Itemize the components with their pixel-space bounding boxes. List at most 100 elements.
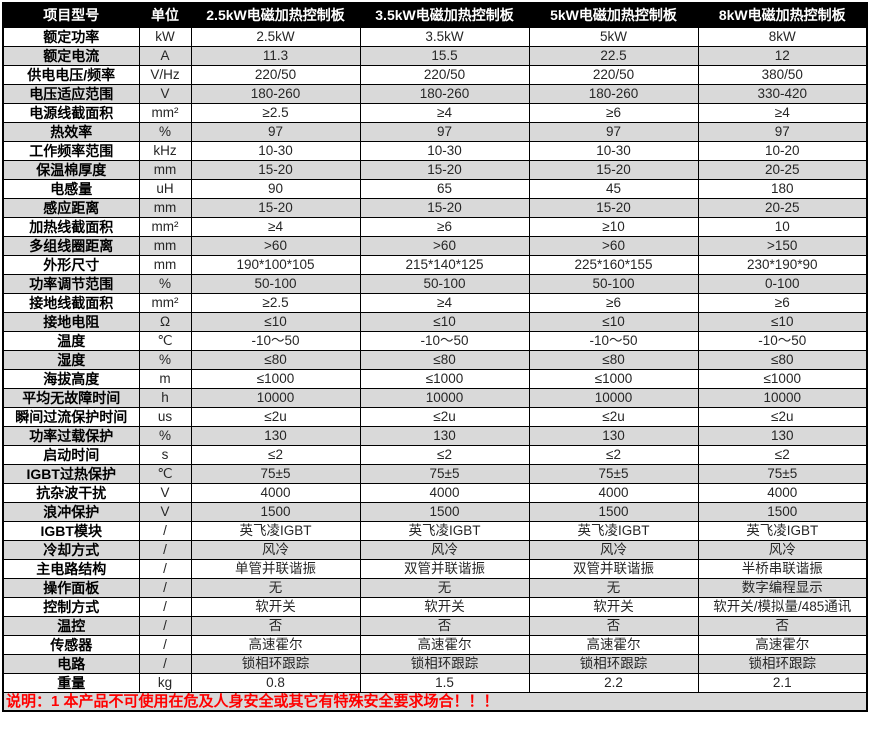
value-cell: 3.5kW	[359, 26, 530, 47]
spec-table: 项目型号 单位 2.5kW电磁加热控制板 3.5kW电磁加热控制板 5kW电磁加…	[2, 2, 868, 712]
value-cell: 8kW	[697, 26, 868, 47]
value-cell: 半桥串联谐振	[697, 558, 868, 579]
value-cell: 225*160*155	[528, 254, 699, 275]
value-cell: 20-25	[697, 197, 868, 218]
value-cell: 180	[697, 178, 868, 199]
table-row: 控制方式 / 软开关 软开关 软开关 软开关/模拟量/485通讯	[2, 596, 868, 617]
value-cell: 双管并联谐振	[528, 558, 699, 579]
value-cell: 50-100	[359, 273, 530, 294]
row-label: 温控	[2, 615, 140, 636]
value-cell: ≤1000	[697, 368, 868, 389]
table-row: 供电电压/频率 V/Hz 220/50 220/50 220/50 380/50	[2, 64, 868, 85]
footer-row: 说明：1 本产品不可使用在危及人身安全或其它有特殊安全要求场合！！！	[2, 691, 868, 712]
table-row: 加热线截面积 mm² ≥4 ≥6 ≥10 10	[2, 216, 868, 237]
row-label: 电感量	[2, 178, 140, 199]
value-cell: 5kW	[528, 26, 699, 47]
value-cell: ≥10	[528, 216, 699, 237]
unit-cell: mm	[138, 254, 192, 275]
unit-cell: /	[138, 596, 192, 617]
table-row: 冷却方式 / 风冷 风冷 风冷 风冷	[2, 539, 868, 560]
table-row: 操作面板 / 无无无数字编程显示	[2, 577, 868, 598]
row-label: 工作频率范围	[2, 140, 140, 161]
value-cell: ≤1000	[190, 368, 361, 389]
row-label: 平均无故障时间	[2, 387, 140, 408]
value-cell: >60	[190, 235, 361, 256]
table-row: 保温棉厚度 mm 15-20 15-20 15-20 20-25	[2, 159, 868, 180]
value-cell: 15-20	[528, 197, 699, 218]
value-cell: 双管并联谐振	[359, 558, 530, 579]
unit-cell: mm	[138, 159, 192, 180]
row-label: 冷却方式	[2, 539, 140, 560]
row-label: 加热线截面积	[2, 216, 140, 237]
table-row: 传感器 / 高速霍尔 高速霍尔 高速霍尔 高速霍尔	[2, 634, 868, 655]
column-header-product-2-5kw: 2.5kW电磁加热控制板	[190, 2, 361, 28]
value-cell: 130	[359, 425, 530, 446]
value-cell: 180-260	[528, 83, 699, 104]
value-cell: -10～50	[190, 330, 361, 351]
table-row: 抗杂波干扰 V 4000 4000 4000 4000	[2, 482, 868, 503]
unit-cell: kg	[138, 672, 192, 693]
value-cell: 22.5	[528, 45, 699, 66]
table-row: 海拔高度 m ≤1000 ≤1000 ≤1000 ≤1000	[2, 368, 868, 389]
row-label: 多组线圈距离	[2, 235, 140, 256]
unit-cell: /	[138, 615, 192, 636]
value-cell: >150	[697, 235, 868, 256]
row-label: 感应距离	[2, 197, 140, 218]
unit-cell: mm²	[138, 292, 192, 313]
row-label: 供电电压/频率	[2, 64, 140, 85]
value-cell: 高速霍尔	[190, 634, 361, 655]
row-label: 浪冲保护	[2, 501, 140, 522]
table-row: 启动时间 s ≤2 ≤2 ≤2 ≤2	[2, 444, 868, 465]
table-row: 平均无故障时间 h 10000 10000 10000 10000	[2, 387, 868, 408]
value-cell: 英飞凌IGBT	[697, 520, 868, 541]
table-row: 温控 / 否否否否	[2, 615, 868, 636]
value-cell: 97	[359, 121, 530, 142]
row-label: 外形尺寸	[2, 254, 140, 275]
value-cell: 15-20	[359, 197, 530, 218]
value-cell: 90	[190, 178, 361, 199]
value-cell: 无	[528, 577, 699, 598]
value-cell: 220/50	[528, 64, 699, 85]
row-label: 操作面板	[2, 577, 140, 598]
value-cell: 10000	[697, 387, 868, 408]
value-cell: ≥6	[528, 102, 699, 123]
value-cell: ≤10	[528, 311, 699, 332]
value-cell: 330-420	[697, 83, 868, 104]
value-cell: 软开关	[359, 596, 530, 617]
row-label: 电路	[2, 653, 140, 674]
row-label: 热效率	[2, 121, 140, 142]
unit-cell: /	[138, 539, 192, 560]
value-cell: ≥4	[697, 102, 868, 123]
value-cell: 130	[697, 425, 868, 446]
value-cell: 10-30	[359, 140, 530, 161]
row-label: 抗杂波干扰	[2, 482, 140, 503]
table-row: 额定功率 kW 2.5kW 3.5kW 5kW 8kW	[2, 26, 868, 47]
row-label: 电压适应范围	[2, 83, 140, 104]
unit-cell: us	[138, 406, 192, 427]
value-cell: 风冷	[359, 539, 530, 560]
row-label: 传感器	[2, 634, 140, 655]
value-cell: 15-20	[528, 159, 699, 180]
row-label: 主电路结构	[2, 558, 140, 579]
value-cell: 45	[528, 178, 699, 199]
value-cell: 1500	[359, 501, 530, 522]
unit-cell: kW	[138, 26, 192, 47]
table-row: 功率过载保护% 130 130 130 130	[2, 425, 868, 446]
table-row: IGBT模块 / 英飞凌IGBT 英飞凌IGBT 英飞凌IGBT 英飞凌IGBT	[2, 520, 868, 541]
value-cell: 10000	[528, 387, 699, 408]
table-row: 电压适应范围 V 180-260 180-260 180-260 330-420	[2, 83, 868, 104]
unit-cell: Ω	[138, 311, 192, 332]
value-cell: ≤2u	[528, 406, 699, 427]
row-label: 额定电流	[2, 45, 140, 66]
value-cell: ≥4	[359, 102, 530, 123]
value-cell: 英飞凌IGBT	[528, 520, 699, 541]
unit-cell: mm²	[138, 216, 192, 237]
value-cell: 数字编程显示	[697, 577, 868, 598]
unit-cell: /	[138, 577, 192, 598]
value-cell: 2.1	[697, 672, 868, 693]
value-cell: ≤80	[697, 349, 868, 370]
value-cell: 4000	[359, 482, 530, 503]
row-label: 控制方式	[2, 596, 140, 617]
row-label: 功率调节范围	[2, 273, 140, 294]
unit-cell: V/Hz	[138, 64, 192, 85]
